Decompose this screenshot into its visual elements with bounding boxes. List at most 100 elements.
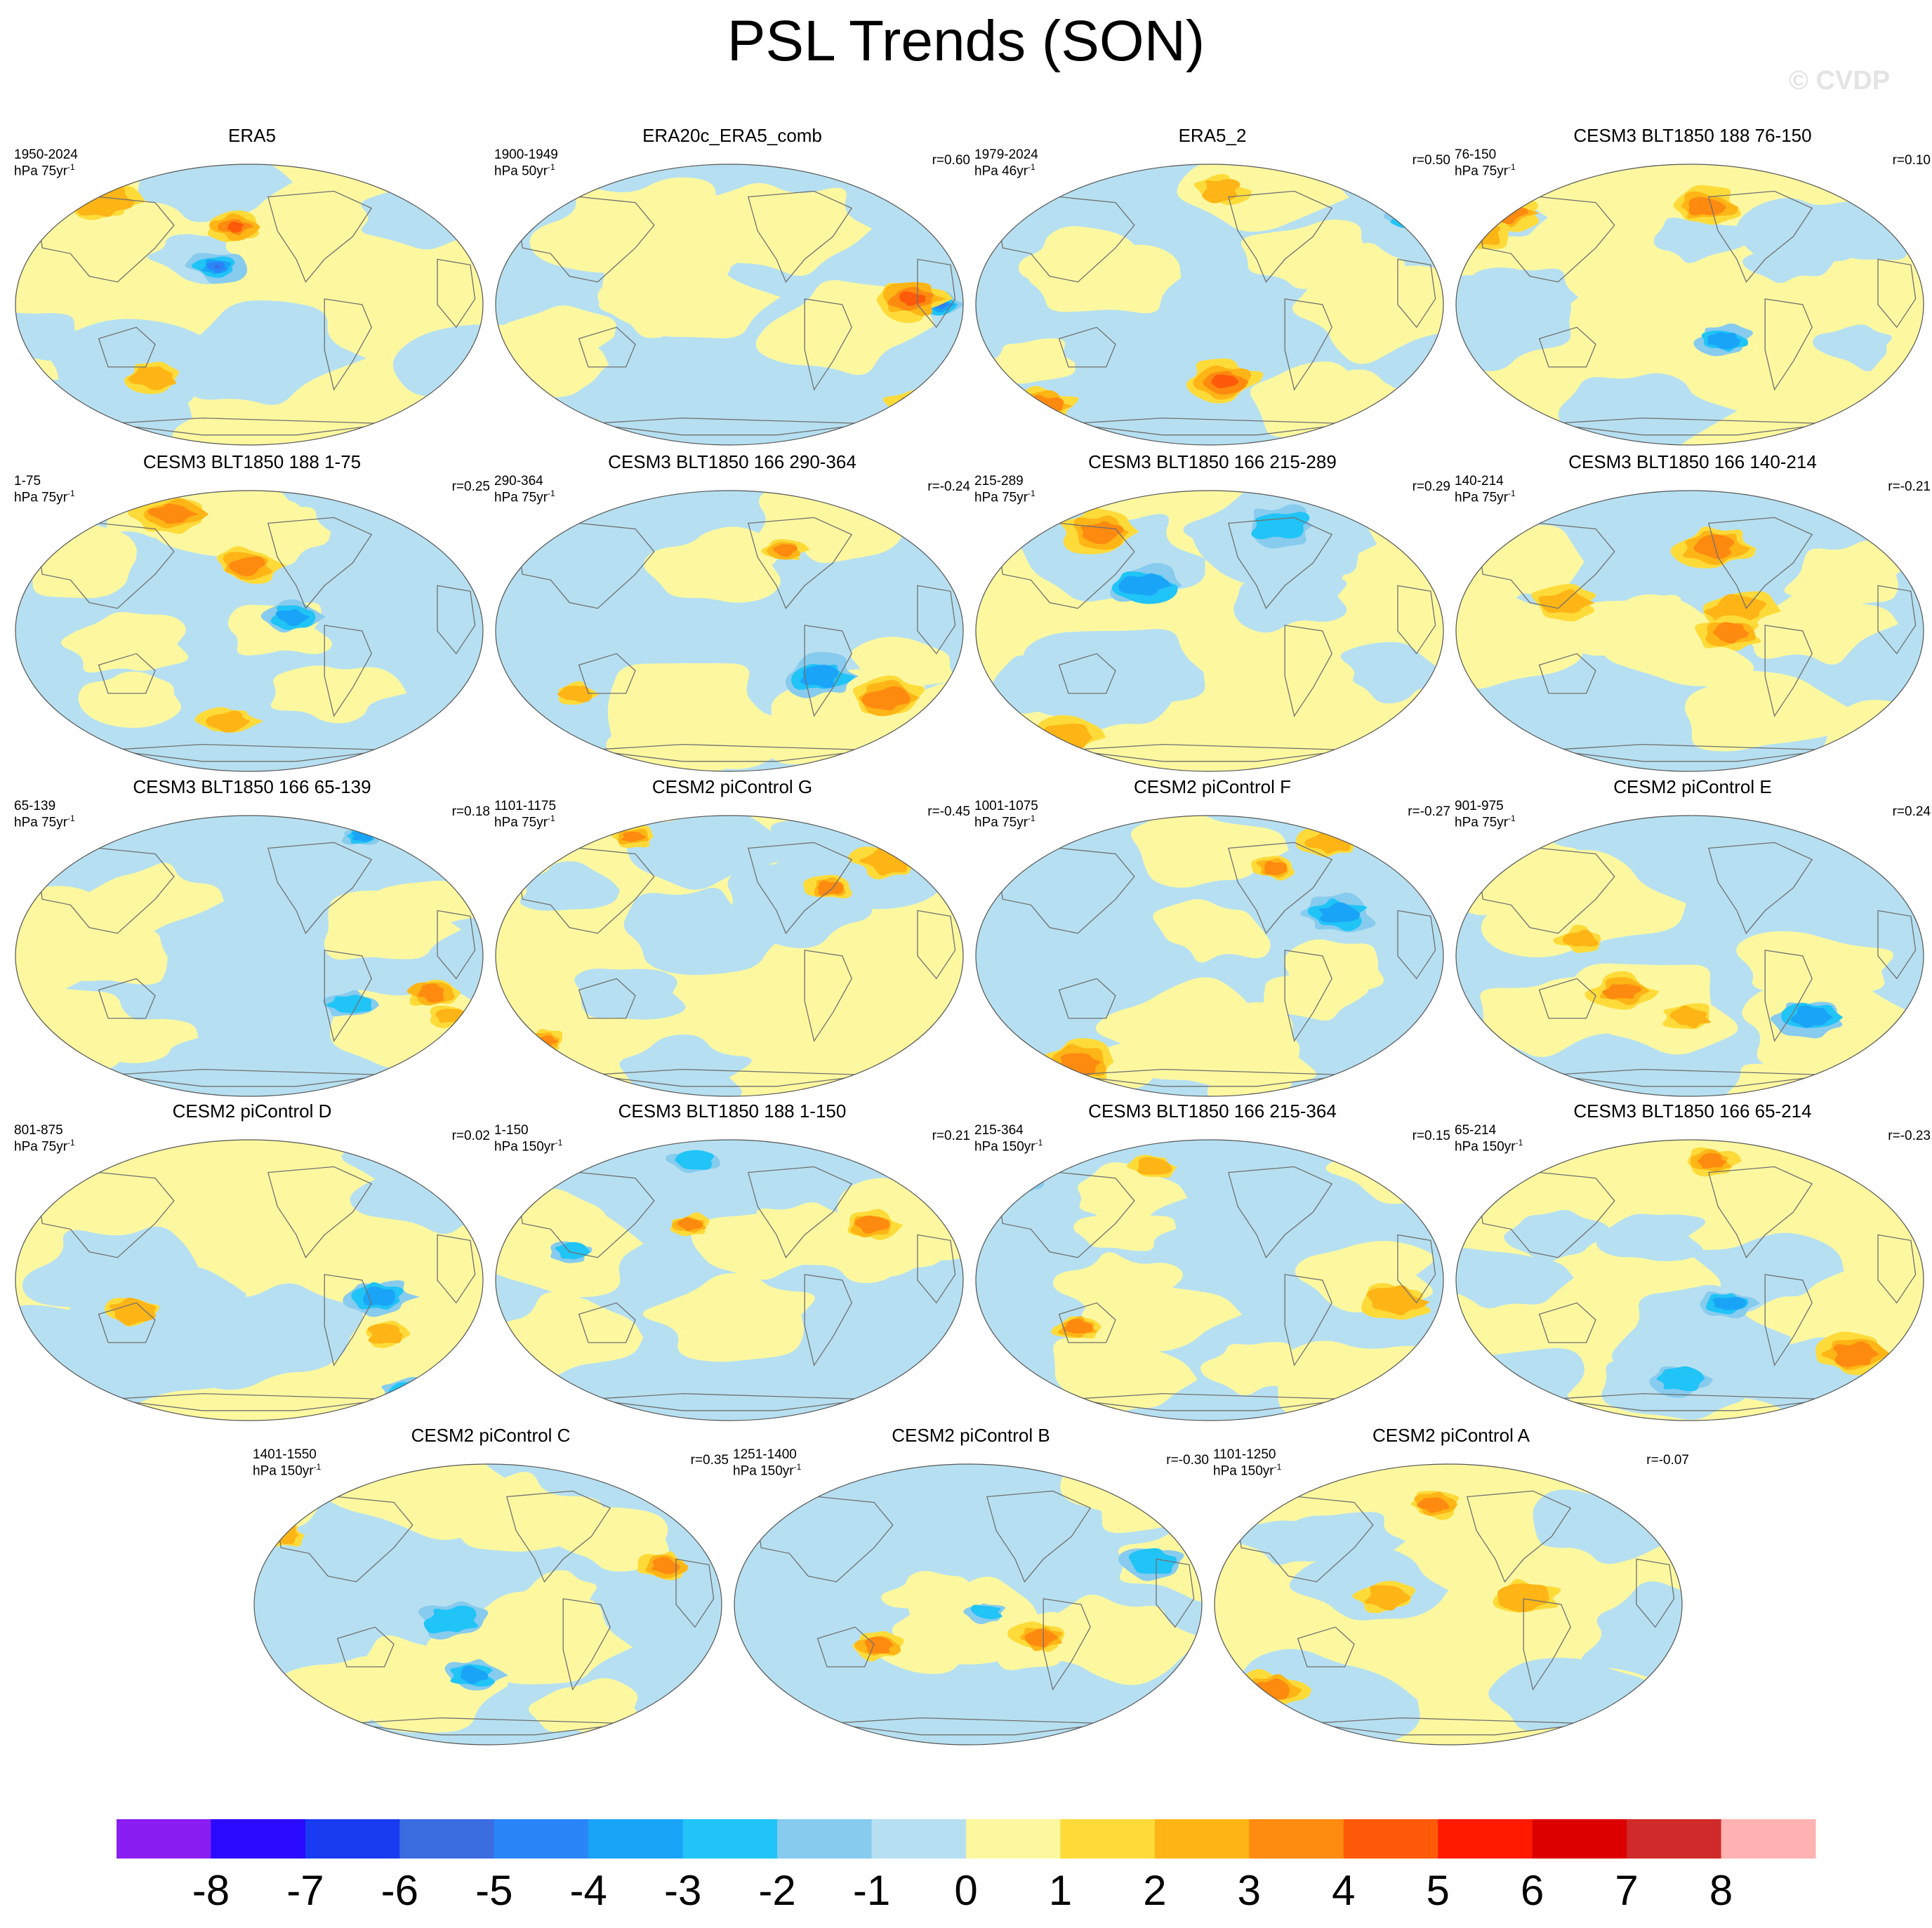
coastline: [1227, 517, 1333, 609]
coastline: [804, 625, 852, 717]
panel-units: hPa 150yr-1: [1213, 1462, 1282, 1479]
map-contour: [1284, 939, 1384, 1001]
coastline: [1764, 298, 1813, 391]
coastline: [804, 1274, 852, 1367]
map-panel: CESM3 BLT1850 166 215-364 215-364 hPa 150y…: [972, 1101, 1453, 1423]
map-contour: [1456, 586, 1584, 689]
panel-period: 140-214: [1455, 474, 1504, 488]
map-contour: [1653, 218, 1756, 263]
panel-period: 1900-1949: [494, 147, 558, 162]
map-contour: [128, 366, 176, 390]
map-contour: [1057, 1053, 1101, 1076]
coastline: [997, 847, 1135, 934]
panel-title: CESM2 piControl G: [651, 776, 813, 797]
coastline: [562, 1598, 611, 1691]
coastline: [917, 1234, 956, 1304]
coastline: [1764, 625, 1813, 717]
coastline: [324, 1274, 372, 1367]
coastline: [1058, 978, 1116, 1019]
coastline: [1538, 978, 1596, 1019]
map-contour: [1497, 1583, 1550, 1612]
map-border: [15, 1139, 484, 1421]
coastline: [1397, 585, 1436, 655]
coastline: [1477, 847, 1615, 934]
map-border: [253, 1463, 722, 1746]
map-contour: [1504, 1209, 1613, 1263]
coastline: [1397, 1234, 1436, 1304]
panel-correlation: r=-0.07: [1646, 1453, 1689, 1468]
map-panel: CESM3 BLT1850 166 290-364 290-364 hPa 75yr…: [491, 451, 973, 774]
map-contour: [1028, 239, 1182, 314]
coastline: [804, 950, 852, 1042]
coastline: [1707, 842, 1813, 934]
map-contour: [1394, 208, 1423, 224]
coastline: [1477, 196, 1615, 283]
coastline: [1058, 326, 1116, 368]
colorbar-tick-label: -7: [286, 1867, 324, 1914]
panel-correlation: r=0.35: [690, 1453, 729, 1468]
coastline: [1156, 1558, 1195, 1628]
map-contour: [1137, 1157, 1172, 1175]
coastline: [437, 258, 476, 328]
coastline: [267, 1166, 373, 1258]
panel-correlation: r=-0.24: [927, 479, 970, 494]
map-border: [1455, 1139, 1924, 1421]
coastline: [1477, 1171, 1615, 1258]
map-contour: [367, 1324, 404, 1344]
colorbar-box: [682, 1819, 778, 1859]
map-panel: ERA5_2 1979-2024 hPa 46yr-1 r=0.50: [972, 125, 1453, 448]
map-contour: [496, 305, 616, 371]
coastline: [267, 190, 373, 283]
panel-correlation: r=-0.23: [1888, 1129, 1931, 1143]
trend-map: [15, 490, 484, 772]
coastline: [37, 1171, 175, 1258]
coastline: [1284, 298, 1332, 391]
map-panel: CESM2 piControl D 801-875 hPa 75yr-1 r=0.02: [11, 1101, 493, 1423]
colorbar-box: [399, 1819, 495, 1859]
panel-title: CESM2 piControl C: [411, 1425, 571, 1446]
map-contour: [1028, 1595, 1202, 1685]
coastline: [755, 1496, 894, 1583]
colorbar-box: [777, 1819, 872, 1859]
map-contour: [1456, 1248, 1574, 1308]
map-contour: [642, 1272, 815, 1362]
coastline: [1284, 950, 1332, 1042]
trend-map: [1455, 490, 1924, 772]
map-contour: [1024, 1628, 1059, 1647]
coastline: [997, 522, 1135, 609]
panel-units: hPa 150yr-1: [253, 1462, 322, 1479]
map-contour: [78, 671, 181, 729]
panel-units: hPa 75yr-1: [1455, 488, 1516, 505]
map-contour: [1456, 1348, 1584, 1421]
coastline: [98, 978, 156, 1019]
coastline: [505, 1490, 611, 1583]
map-contour: [206, 710, 251, 733]
coastline: [98, 1302, 156, 1343]
map-panel: CESM3 BLT1850 188 1-150 1-150 hPa 150yr-1 r…: [491, 1101, 973, 1423]
panel-title: CESM2 piControl D: [172, 1101, 332, 1122]
map-contour: [275, 609, 310, 627]
coastline: [1284, 1274, 1332, 1367]
coastline: [1397, 258, 1436, 328]
panel-units: hPa 46yr-1: [974, 162, 1036, 179]
map-contour: [1812, 324, 1892, 371]
trend-map: [1455, 815, 1924, 1097]
map-border: [15, 815, 484, 1097]
map-contour: [516, 1569, 597, 1620]
map-contour: [1417, 1497, 1450, 1513]
panel-period: 1-150: [494, 1123, 529, 1138]
map-contour: [1601, 984, 1641, 999]
panel-units: hPa 75yr-1: [14, 488, 75, 505]
coastline: [1297, 1626, 1355, 1668]
chart-title: PSL Trends (SON): [727, 9, 1205, 73]
map-border: [975, 815, 1444, 1097]
map-contour: [1366, 1285, 1430, 1316]
map-contour: [148, 503, 199, 524]
map-contour: [61, 612, 189, 673]
coastline: [1227, 1166, 1333, 1258]
trend-map: [495, 164, 964, 446]
panel-correlation: r=0.60: [932, 153, 970, 168]
map-panel: CESM2 piControl F 1001-1075 hPa 75yr-1 r=-0…: [972, 776, 1453, 1099]
panel-correlation: r=0.21: [932, 1129, 970, 1143]
map-border: [495, 1139, 964, 1421]
